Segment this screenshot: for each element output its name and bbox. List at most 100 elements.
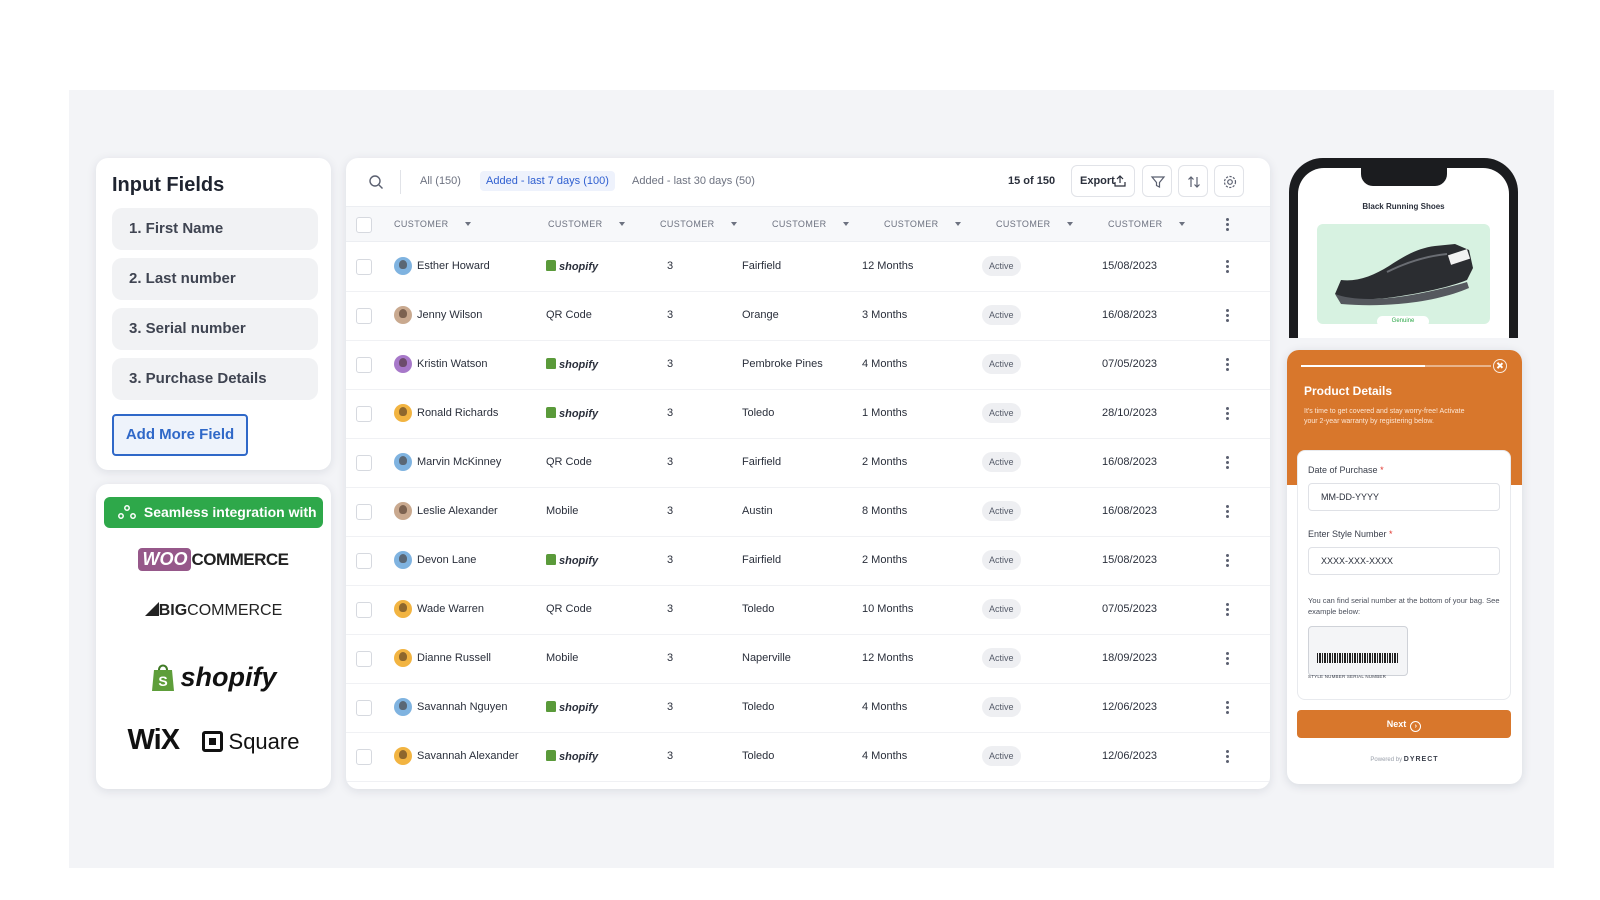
row-checkbox[interactable] [356, 455, 372, 471]
table-row[interactable]: Dianne Russell Mobile 3 Naperville 12 Months… [346, 634, 1270, 684]
field-last-number[interactable]: 2. Last number [112, 258, 318, 300]
serial-tag-example-image [1308, 626, 1408, 676]
row-checkbox[interactable] [356, 259, 372, 275]
tab-all[interactable]: All (150) [420, 175, 461, 187]
settings-button[interactable] [1214, 165, 1244, 197]
table-row[interactable]: Savannah Alexander shopify 3 Toledo 4 Months… [346, 732, 1270, 782]
row-more-icon[interactable] [1226, 260, 1230, 274]
status-badge: Active [982, 305, 1021, 325]
row-more-icon[interactable] [1226, 456, 1230, 470]
column-sort-caret-icon[interactable] [843, 222, 849, 226]
table-row[interactable]: Savannah Nguyen shopify 3 Toledo 4 Months Act… [346, 683, 1270, 733]
city-cell: Toledo [742, 603, 775, 615]
customer-name[interactable]: Leslie Alexander [417, 505, 498, 517]
row-more-icon[interactable] [1226, 701, 1230, 715]
column-header[interactable]: CUSTOMER [548, 219, 603, 229]
duration-cell: 8 Months [862, 505, 908, 517]
column-header[interactable]: CUSTOMER [394, 219, 449, 229]
column-sort-caret-icon[interactable] [1067, 222, 1073, 226]
column-header[interactable]: CUSTOMER [660, 219, 715, 229]
tab-last-30-days[interactable]: Added - last 30 days (50) [632, 175, 755, 187]
row-checkbox[interactable] [356, 308, 372, 324]
row-checkbox[interactable] [356, 749, 372, 765]
city-cell: Toledo [742, 407, 775, 419]
status-badge: Active [982, 452, 1021, 472]
table-row[interactable]: Esther Howard shopify 3 Fairfield 12 Months A… [346, 242, 1270, 292]
table-row[interactable]: Jenny Wilson QR Code 3 Orange 3 Months Active… [346, 291, 1270, 341]
next-button[interactable]: Next › [1297, 710, 1511, 738]
table-row[interactable]: Ronald Richards shopify 3 Toledo 1 Months Act… [346, 389, 1270, 439]
phone-mockup: Black Running Shoes Genuine [1289, 158, 1518, 338]
avatar [394, 600, 412, 618]
column-header[interactable]: CUSTOMER [1108, 219, 1163, 229]
row-checkbox[interactable] [356, 651, 372, 667]
field-serial-number[interactable]: 3. Serial number [112, 308, 318, 350]
date-of-purchase-input[interactable] [1308, 483, 1500, 511]
duration-cell: 2 Months [862, 456, 908, 468]
column-sort-caret-icon[interactable] [955, 222, 961, 226]
date-cell: 16/08/2023 [1102, 309, 1158, 321]
customer-name[interactable]: Jenny Wilson [417, 309, 483, 321]
customer-name[interactable]: Savannah Nguyen [417, 701, 508, 713]
table-row[interactable]: Marvin McKinney QR Code 3 Fairfield 2 Months… [346, 438, 1270, 488]
source-cell: shopify [546, 554, 598, 567]
row-checkbox[interactable] [356, 553, 372, 569]
column-sort-caret-icon[interactable] [1179, 222, 1185, 226]
row-more-icon[interactable] [1226, 358, 1230, 372]
column-sort-caret-icon[interactable] [731, 222, 737, 226]
column-header[interactable]: CUSTOMER [884, 219, 939, 229]
wix-logo: WiX [127, 724, 181, 756]
close-icon[interactable] [1493, 359, 1507, 373]
style-number-input[interactable] [1308, 547, 1500, 575]
integrations-card: Seamless integration with WOO COMMERCE BI… [96, 484, 331, 789]
avatar [394, 747, 412, 765]
customer-name[interactable]: Savannah Alexander [417, 750, 519, 762]
status-badge: Active [982, 599, 1021, 619]
row-checkbox[interactable] [356, 357, 372, 373]
search-icon[interactable] [368, 174, 384, 190]
tab-last-7-days[interactable]: Added - last 7 days (100) [480, 171, 615, 191]
header-more-icon[interactable] [1226, 218, 1230, 232]
status-badge: Active [982, 354, 1021, 374]
customer-name[interactable]: Ronald Richards [417, 407, 499, 419]
customer-name[interactable]: Wade Warren [417, 603, 485, 615]
export-button[interactable]: Export [1071, 165, 1135, 197]
table-row[interactable]: Leslie Alexander Mobile 3 Austin 8 Months Act… [346, 487, 1270, 537]
row-more-icon[interactable] [1226, 309, 1230, 323]
customer-name[interactable]: Marvin McKinney [417, 456, 502, 468]
row-more-icon[interactable] [1226, 652, 1230, 666]
customer-name[interactable]: Devon Lane [417, 554, 477, 566]
city-cell: Fairfield [742, 260, 782, 272]
table-row[interactable]: Wade Warren QR Code 3 Toledo 10 Months Active… [346, 585, 1270, 635]
row-more-icon[interactable] [1226, 505, 1230, 519]
sort-button[interactable] [1178, 165, 1208, 197]
customer-name[interactable]: Kristin Watson [417, 358, 488, 370]
row-checkbox[interactable] [356, 602, 372, 618]
table-row[interactable]: Devon Lane shopify 3 Fairfield 2 Months Activ… [346, 536, 1270, 586]
row-checkbox[interactable] [356, 406, 372, 422]
filter-button[interactable] [1142, 165, 1172, 197]
table-row[interactable]: Kristin Watson shopify 3 Pembroke Pines 4 Mo… [346, 340, 1270, 390]
dyrect-brand: DYRECT [1403, 756, 1439, 763]
row-more-icon[interactable] [1226, 603, 1230, 617]
column-header[interactable]: CUSTOMER [772, 219, 827, 229]
customer-name[interactable]: Esther Howard [417, 260, 490, 272]
field-purchase-details[interactable]: 3. Purchase Details [112, 358, 318, 400]
row-more-icon[interactable] [1226, 750, 1230, 764]
add-more-field-button[interactable]: Add More Field [112, 414, 248, 456]
row-checkbox[interactable] [356, 504, 372, 520]
field-first-name[interactable]: 1. First Name [112, 208, 318, 250]
row-more-icon[interactable] [1226, 407, 1230, 421]
column-sort-caret-icon[interactable] [619, 222, 625, 226]
row-more-icon[interactable] [1226, 554, 1230, 568]
row-checkbox[interactable] [356, 700, 372, 716]
input-fields-card: Input Fields 1. First Name 2. Last numbe… [96, 158, 331, 470]
square-logo: Square [201, 729, 299, 754]
column-sort-caret-icon[interactable] [465, 222, 471, 226]
column-header[interactable]: CUSTOMER [996, 219, 1051, 229]
count-cell: 3 [667, 407, 674, 419]
select-all-checkbox[interactable] [356, 217, 372, 233]
count-cell: 3 [667, 309, 674, 321]
input-fields-title: Input Fields [112, 174, 225, 196]
customer-name[interactable]: Dianne Russell [417, 652, 491, 664]
